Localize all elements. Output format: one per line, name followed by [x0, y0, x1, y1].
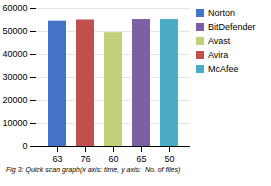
svg-text:50: 50 [164, 154, 174, 164]
svg-text:60000: 60000 [2, 3, 27, 13]
html-text:Avira: Avira [208, 50, 229, 60]
html-text:Norton: Norton [208, 8, 235, 18]
html-text:McAfee: McAfee [208, 64, 239, 74]
svg-text:10000: 10000 [2, 118, 27, 128]
html-text:Fig 3: Quick scan graph(x axis: Fig 3: Quick scan graph(x axis: time, y … [6, 166, 181, 173]
svg-text:65: 65 [136, 154, 146, 164]
svg-text:20000: 20000 [2, 95, 27, 105]
html-text:Avast: Avast [208, 36, 231, 46]
svg-text:76: 76 [80, 154, 90, 164]
svg-text:60: 60 [108, 154, 118, 164]
html-text:BitDefender: BitDefender [208, 22, 256, 32]
svg-text:0: 0 [22, 141, 27, 151]
svg-text:30000: 30000 [2, 72, 27, 82]
svg-text:50000: 50000 [2, 26, 27, 36]
svg-text:63: 63 [52, 154, 62, 164]
svg-text:40000: 40000 [2, 49, 27, 59]
